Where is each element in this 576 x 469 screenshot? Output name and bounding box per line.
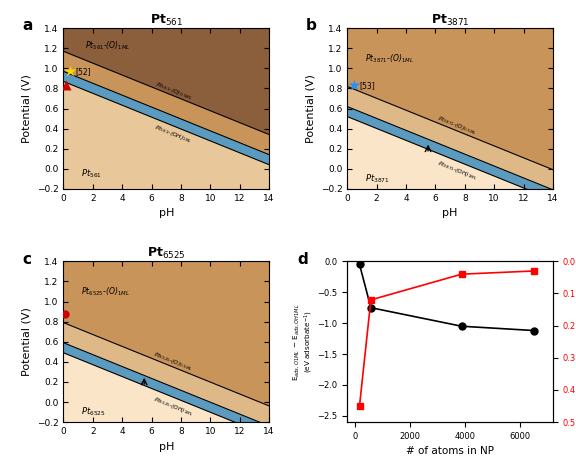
Text: [52]: [52] (76, 67, 92, 76)
Y-axis label: Potential (V): Potential (V) (21, 307, 31, 376)
Text: c: c (22, 252, 31, 267)
Text: Pt$_{3871}$-(OH)$_{1ML}$: Pt$_{3871}$-(OH)$_{1ML}$ (436, 158, 479, 182)
Text: d: d (298, 252, 309, 267)
Text: Pt$_{3871}$-(O)$_{1ML}$: Pt$_{3871}$-(O)$_{1ML}$ (365, 52, 414, 65)
Text: Pt$_{3871}$-(O)$_{0.5ML}$: Pt$_{3871}$-(O)$_{0.5ML}$ (436, 114, 479, 138)
Text: a: a (22, 18, 33, 33)
X-axis label: # of atoms in NP: # of atoms in NP (406, 446, 494, 456)
X-axis label: pH: pH (158, 208, 174, 219)
Y-axis label: Potential (V): Potential (V) (21, 74, 31, 143)
Text: Pt$_{6525}$-(O)$_{0.5ML}$: Pt$_{6525}$-(O)$_{0.5ML}$ (153, 350, 195, 374)
Y-axis label: E$_{ads, O 1ML}$ − E$_{ads, OH 1ML}$
(eV adsorbate$^{-1}$): E$_{ads, O 1ML}$ − E$_{ads, OH 1ML}$ (eV… (291, 303, 314, 380)
Text: Pt$_{3871}$: Pt$_{3871}$ (365, 173, 389, 185)
Text: Pt$_{6525}$-(OH)$_{1ML}$: Pt$_{6525}$-(OH)$_{1ML}$ (152, 394, 195, 419)
X-axis label: pH: pH (158, 441, 174, 452)
Text: Pt$_{6525}$-(O)$_{1ML}$: Pt$_{6525}$-(O)$_{1ML}$ (81, 285, 130, 298)
Text: Pt$_{561}$-(O)$_{0.5ML}$: Pt$_{561}$-(O)$_{0.5ML}$ (154, 80, 194, 103)
Text: Pt$_{561}$-(OH)$_{1ML}$: Pt$_{561}$-(OH)$_{1ML}$ (153, 123, 194, 146)
Title: Pt$_{6525}$: Pt$_{6525}$ (147, 246, 185, 261)
Text: Pt$_{561}$: Pt$_{561}$ (81, 167, 102, 180)
Text: Pt$_{6525}$: Pt$_{6525}$ (81, 406, 106, 418)
X-axis label: pH: pH (442, 208, 458, 219)
Title: Pt$_{3871}$: Pt$_{3871}$ (431, 13, 469, 28)
Title: Pt$_{561}$: Pt$_{561}$ (150, 13, 183, 28)
Text: b: b (306, 18, 317, 33)
Y-axis label: Potential (V): Potential (V) (305, 74, 315, 143)
Text: [53]: [53] (360, 81, 376, 90)
Text: Pt$_{561}$-(O)$_{1ML}$: Pt$_{561}$-(O)$_{1ML}$ (85, 40, 131, 53)
